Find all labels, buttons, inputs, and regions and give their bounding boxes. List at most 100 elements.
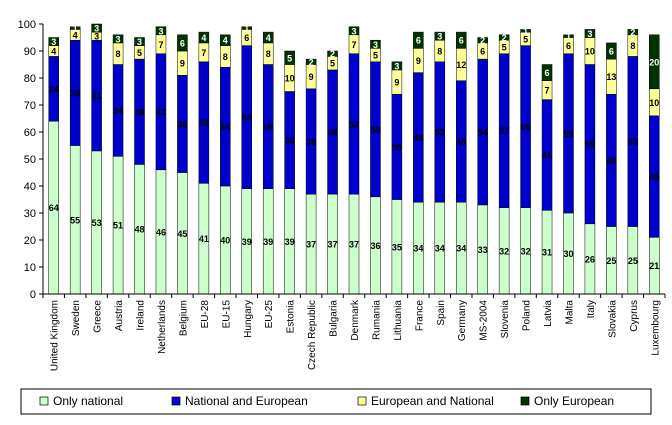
data-label: 4	[266, 33, 271, 43]
data-label: 3	[94, 32, 99, 42]
data-label: 3	[351, 26, 356, 36]
bar-stack: 30 59 61	[563, 32, 574, 295]
data-label: 2	[502, 33, 507, 43]
x-tick-label: EU-15	[221, 300, 232, 329]
data-label: 9	[309, 72, 314, 82]
data-label: 13	[606, 72, 616, 82]
data-label: 2	[630, 28, 635, 38]
x-tick-label: Hungary	[243, 300, 254, 338]
x-tick-label: Sweden	[71, 300, 82, 336]
bar-stack: 31 41 7 6	[541, 64, 553, 295]
data-label: 7	[201, 48, 206, 58]
x-tick-label: Germany	[457, 300, 468, 341]
x-tick-label: EU-28	[200, 300, 211, 329]
data-label: 36	[285, 136, 295, 146]
data-label: 52	[349, 119, 359, 129]
data-label: 3	[373, 40, 378, 50]
data-label: 6	[480, 47, 485, 57]
bar-segment	[69, 26, 81, 30]
legend-swatch	[357, 396, 367, 406]
data-label: 39	[306, 137, 316, 147]
bar-stack: 48 39 53	[134, 37, 145, 295]
data-label: 41	[199, 234, 209, 244]
data-label: 59	[563, 129, 573, 139]
data-label: 9	[416, 56, 421, 66]
bar-stack: 21 45 10 20	[649, 34, 660, 295]
data-label: 25	[606, 256, 616, 266]
bar-stack: 37 39 9 2	[305, 57, 317, 295]
data-label: 21	[649, 261, 659, 271]
data-label: 7	[351, 40, 356, 50]
bar-segment	[434, 31, 446, 41]
bar-segment	[563, 34, 574, 38]
data-label: 8	[630, 41, 635, 51]
data-label: 1	[566, 32, 571, 42]
data-label: 3	[116, 34, 121, 44]
legend-label: National and European	[185, 394, 308, 408]
bar-segment	[241, 26, 253, 30]
data-label: 12	[456, 60, 466, 70]
legend-box	[20, 388, 652, 415]
bar-stack: 36 50 53	[370, 40, 381, 295]
data-label: 7	[158, 40, 163, 50]
data-label: 34	[456, 244, 466, 254]
bar-stack: 32 60 51	[520, 26, 531, 295]
data-label: 20	[649, 57, 659, 67]
data-label: 36	[177, 119, 187, 129]
data-label: 57	[499, 126, 509, 136]
bar-stack: 53 41 33	[91, 24, 102, 295]
bars: 6424435539415341335134834839534643734536…	[48, 24, 660, 295]
data-label: 10	[285, 74, 295, 84]
data-label: 5	[330, 59, 335, 69]
data-label: 4	[223, 36, 228, 46]
data-label: 3	[94, 24, 99, 34]
bar-stack: 39 36 10 5	[284, 50, 295, 295]
bar-segment	[348, 26, 360, 36]
data-label: 7	[545, 86, 550, 96]
legend-swatch	[39, 396, 49, 406]
data-label: 25	[628, 256, 638, 266]
legend-swatch	[171, 396, 181, 406]
data-label: 30	[563, 249, 573, 259]
data-label: 32	[499, 246, 509, 256]
x-tick-label: Luxembourg	[650, 300, 661, 356]
y-tick-label: 50	[24, 154, 36, 166]
x-tick-label: Malta	[564, 300, 575, 325]
bar-stack: 25 63 8 2	[627, 28, 639, 295]
data-label: 5	[287, 53, 292, 63]
data-label: 43	[156, 107, 166, 117]
bar-segment	[48, 37, 59, 46]
bar-segment	[262, 31, 274, 44]
bar-stack: 32 57 52	[498, 33, 510, 295]
y-tick-label: 100	[18, 19, 36, 31]
data-label: 37	[306, 240, 316, 250]
y-tick-label: 80	[24, 73, 36, 85]
x-tick-label: Italy	[586, 300, 597, 318]
bar-segment	[606, 42, 617, 60]
data-label: 6	[244, 33, 249, 43]
y-tick-label: 70	[24, 100, 36, 112]
y-tick-label: 40	[24, 181, 36, 193]
data-label: 54	[478, 128, 488, 138]
bar-stack: 40 44 8 4	[220, 34, 231, 295]
data-label: 1	[73, 24, 78, 34]
data-label: 39	[135, 107, 145, 117]
data-label: 49	[606, 156, 616, 166]
x-tick-label: Denmark	[350, 299, 361, 341]
x-tick-label: Ireland	[136, 300, 147, 331]
bar-stack: 37 46 52	[327, 49, 338, 295]
data-label: 24	[49, 84, 59, 94]
bar-segment	[305, 58, 317, 65]
data-label: 37	[349, 240, 359, 250]
data-label: 39	[392, 142, 402, 152]
y-tick-label: 60	[24, 127, 36, 139]
data-label: 6	[545, 68, 550, 78]
bar-segment	[112, 34, 124, 44]
data-label: 6	[459, 36, 464, 46]
y-tick-label: 0	[30, 289, 36, 301]
bar-segment	[413, 31, 424, 49]
data-label: 39	[263, 237, 273, 247]
data-label: 6	[609, 47, 614, 57]
data-label: 10	[649, 98, 659, 108]
